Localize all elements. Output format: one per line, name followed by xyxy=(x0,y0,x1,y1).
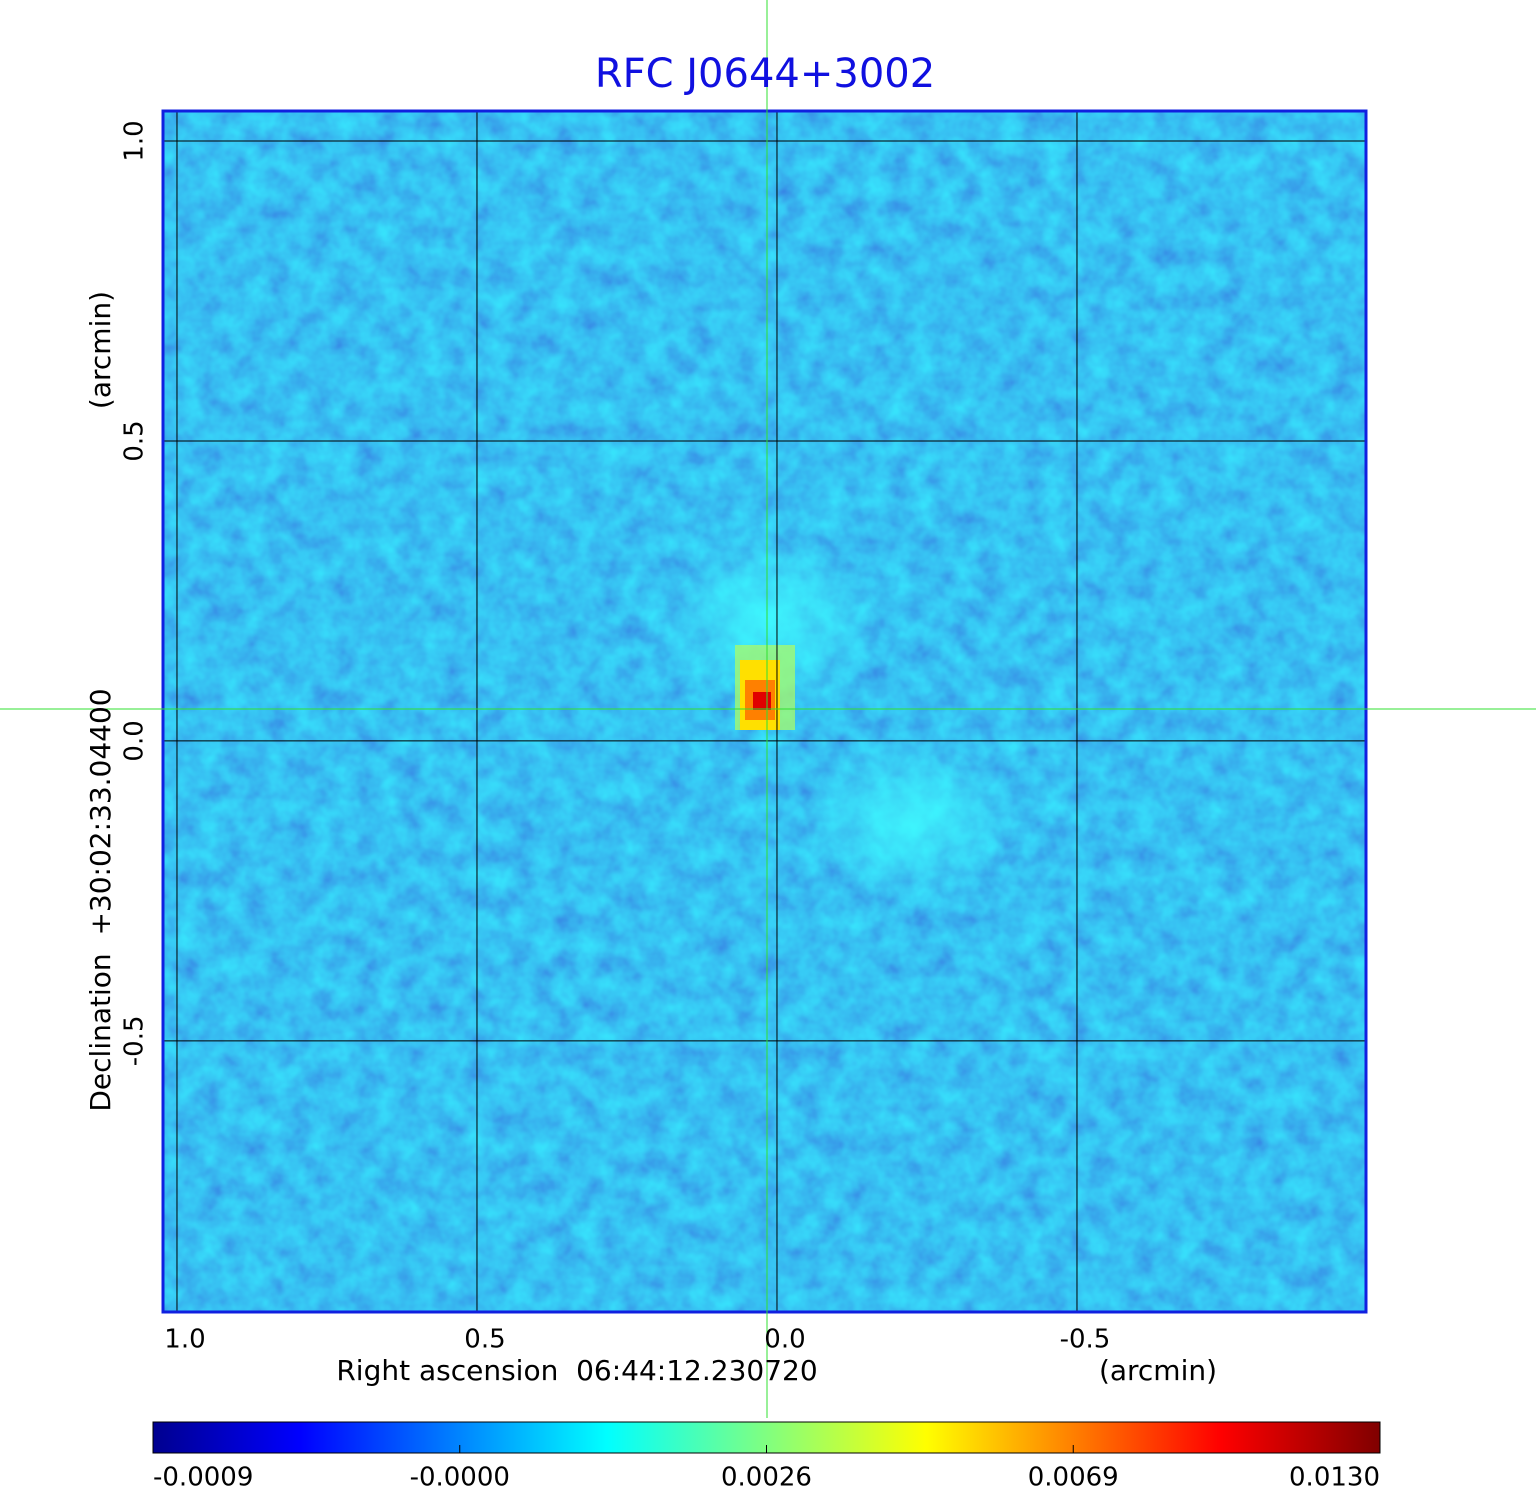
plot-frame xyxy=(161,109,1368,1314)
y-tick-label: -0.5 xyxy=(120,1015,150,1066)
chart-title: RFC J0644+3002 xyxy=(595,51,935,97)
colorbar-tick-label: 0.0069 xyxy=(1028,1463,1119,1493)
colorbar-tick-label: -0.0009 xyxy=(153,1463,253,1493)
source-peak xyxy=(753,692,771,710)
colorbar-tick-label: 0.0026 xyxy=(721,1463,812,1493)
colorbar-tick-label: 0.0130 xyxy=(1289,1463,1380,1493)
image-glow xyxy=(660,530,880,710)
colorbar-tick-label: -0.0000 xyxy=(410,1463,510,1493)
x-axis-unit: (arcmin) xyxy=(1099,1354,1217,1387)
image-glow xyxy=(800,740,1020,900)
x-tick-label: 0.0 xyxy=(764,1325,805,1355)
source xyxy=(735,645,795,730)
y-tick-label: 1.0 xyxy=(120,120,150,161)
x-tick-label: -0.5 xyxy=(1060,1325,1111,1355)
y-tick-label: 0.5 xyxy=(120,420,150,461)
y-tick-label: 0.0 xyxy=(120,720,150,761)
x-tick-label: 0.5 xyxy=(464,1325,505,1355)
x-tick-label: 1.0 xyxy=(164,1325,205,1355)
x-axis-label: Right ascension 06:44:12.230720 xyxy=(336,1354,817,1387)
y-axis-unit: (arcmin) xyxy=(84,291,117,409)
y-axis-label: Declination +30:02:33.04400 xyxy=(84,688,117,1111)
grid xyxy=(163,111,1366,1312)
